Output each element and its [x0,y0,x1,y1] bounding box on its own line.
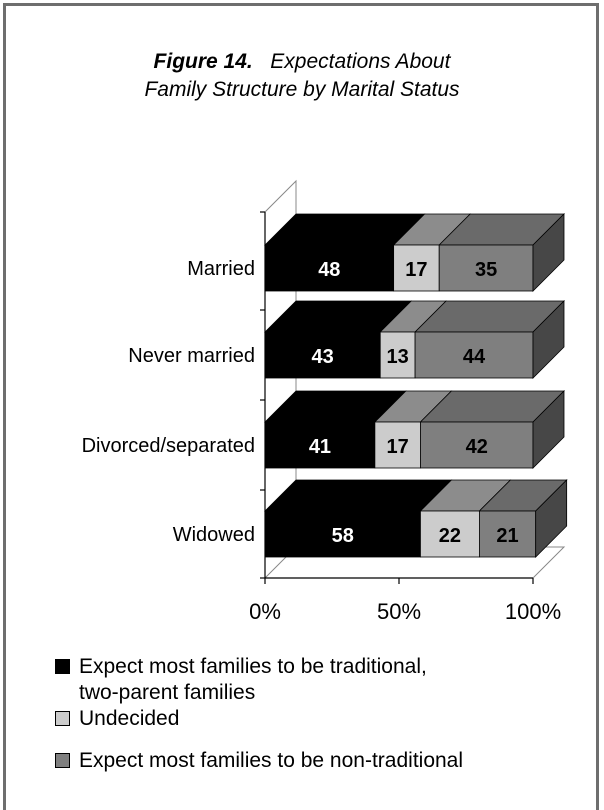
chart-axes: Married Never married Divorced/separated Wi… [82,211,561,624]
bar-2-2 [420,421,534,469]
data-label-1-1: 13 [387,346,409,368]
x-tick-label-1: 50% [377,599,421,624]
bar-side-1 [532,300,565,379]
chart-bars: 48 17 35 43 13 44 41 17 42 58 22 21 [264,213,568,558]
data-label-2-0: 41 [309,436,331,458]
data-label-2-2: 42 [466,436,488,458]
data-label-3-2: 21 [496,525,518,547]
title-line-2: Family Structure by Marital Status [144,78,460,101]
category-label-1: Never married [128,345,255,367]
legend-label-non-traditional: Expect most families to be non-tradition… [79,749,464,772]
bar-side-0 [532,213,565,292]
category-label-2: Divorced/separated [82,435,255,457]
x-tick-label-0: 0% [249,599,281,624]
legend-swatch-traditional [55,659,70,674]
data-label-1-2: 44 [463,346,486,368]
figure-frame [3,3,599,810]
bar-2-0 [264,421,376,469]
data-label-3-0: 58 [332,525,354,547]
bar-0-2 [438,244,534,292]
title-text-1: Expectations About [270,50,451,73]
bar-side-3 [535,479,568,558]
legend-swatch-non-traditional [55,753,70,768]
bar-1-2 [414,331,534,379]
figure-label: Figure 14. [153,50,253,73]
legend-item-traditional: Expect most families to be traditional, … [55,654,463,706]
data-label-1-0: 43 [311,346,333,368]
bar-3-2 [478,510,537,558]
bar-1-1 [379,331,416,379]
bar-top-3-0 [264,479,453,512]
stacked-bar-chart: 48 17 35 43 13 44 41 17 42 58 22 21 Married Never ma… [82,179,568,624]
legend-item-non-traditional: Expect most families to be non-tradition… [55,748,463,774]
legend-label-traditional-2: two-parent families [79,681,256,704]
legend-label-undecided: Undecided [79,707,180,730]
chart-title: Figure 14. Expectations About Family Str… [60,48,544,104]
data-label-2-1: 17 [387,436,409,458]
data-label-0-2: 35 [475,259,497,281]
bar-3-0 [264,510,421,558]
bar-3-1 [420,510,480,558]
legend-item-undecided: Undecided [55,706,463,732]
bar-0-1 [393,244,440,292]
bar-side-2 [532,390,565,469]
x-tick-label-2: 100% [505,599,561,624]
legend-swatch-undecided [55,711,70,726]
legend-label-traditional-1: Expect most families to be traditional, [79,655,427,678]
data-label-0-1: 17 [405,259,427,281]
category-label-3: Widowed [173,524,255,546]
category-label-0: Married [187,258,255,280]
title-line-1: Figure 14. Expectations About [60,48,544,76]
data-label-3-1: 22 [439,525,461,547]
bar-2-1 [374,421,421,469]
legend: Expect most families to be traditional, … [55,654,463,774]
data-label-0-0: 48 [318,259,340,281]
